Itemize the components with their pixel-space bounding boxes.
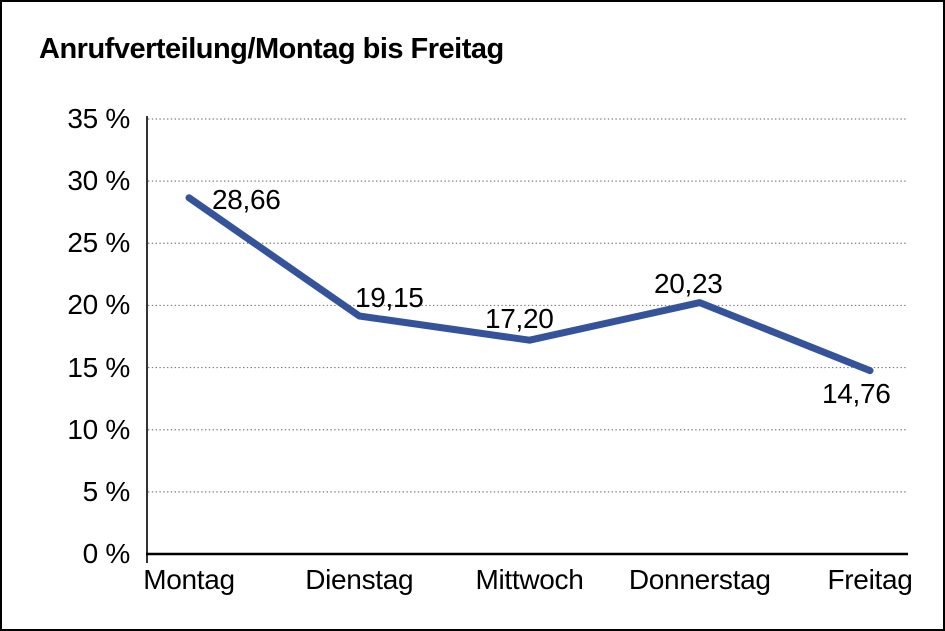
x-category-label: Montag [143,564,235,595]
x-category-label: Freitag [827,564,913,595]
x-category-label: Mittwoch [475,564,584,595]
y-tick-label: 30 % [67,165,130,197]
chart-title: Anrufverteilung/Montag bis Freitag [39,33,504,65]
data-point-label: 20,23 [654,268,723,299]
y-tick-label: 35 % [67,103,130,134]
data-point-label: 14,76 [822,378,891,409]
data-point-label: 19,15 [355,282,424,313]
y-tick-label: 20 % [67,289,130,321]
data-point-label: 17,20 [485,303,554,334]
data-series-line [185,194,874,375]
y-tick-label: 25 % [67,227,130,259]
y-tick-label: 0 % [82,538,131,569]
y-tick-label: 15 % [67,351,130,383]
y-tick-label: 5 % [82,475,131,507]
y-tick-label: 10 % [67,413,130,445]
data-point-label: 28,66 [212,184,281,215]
x-category-label: Dienstag [305,564,414,595]
x-category-label: Donnerstag [628,564,771,595]
